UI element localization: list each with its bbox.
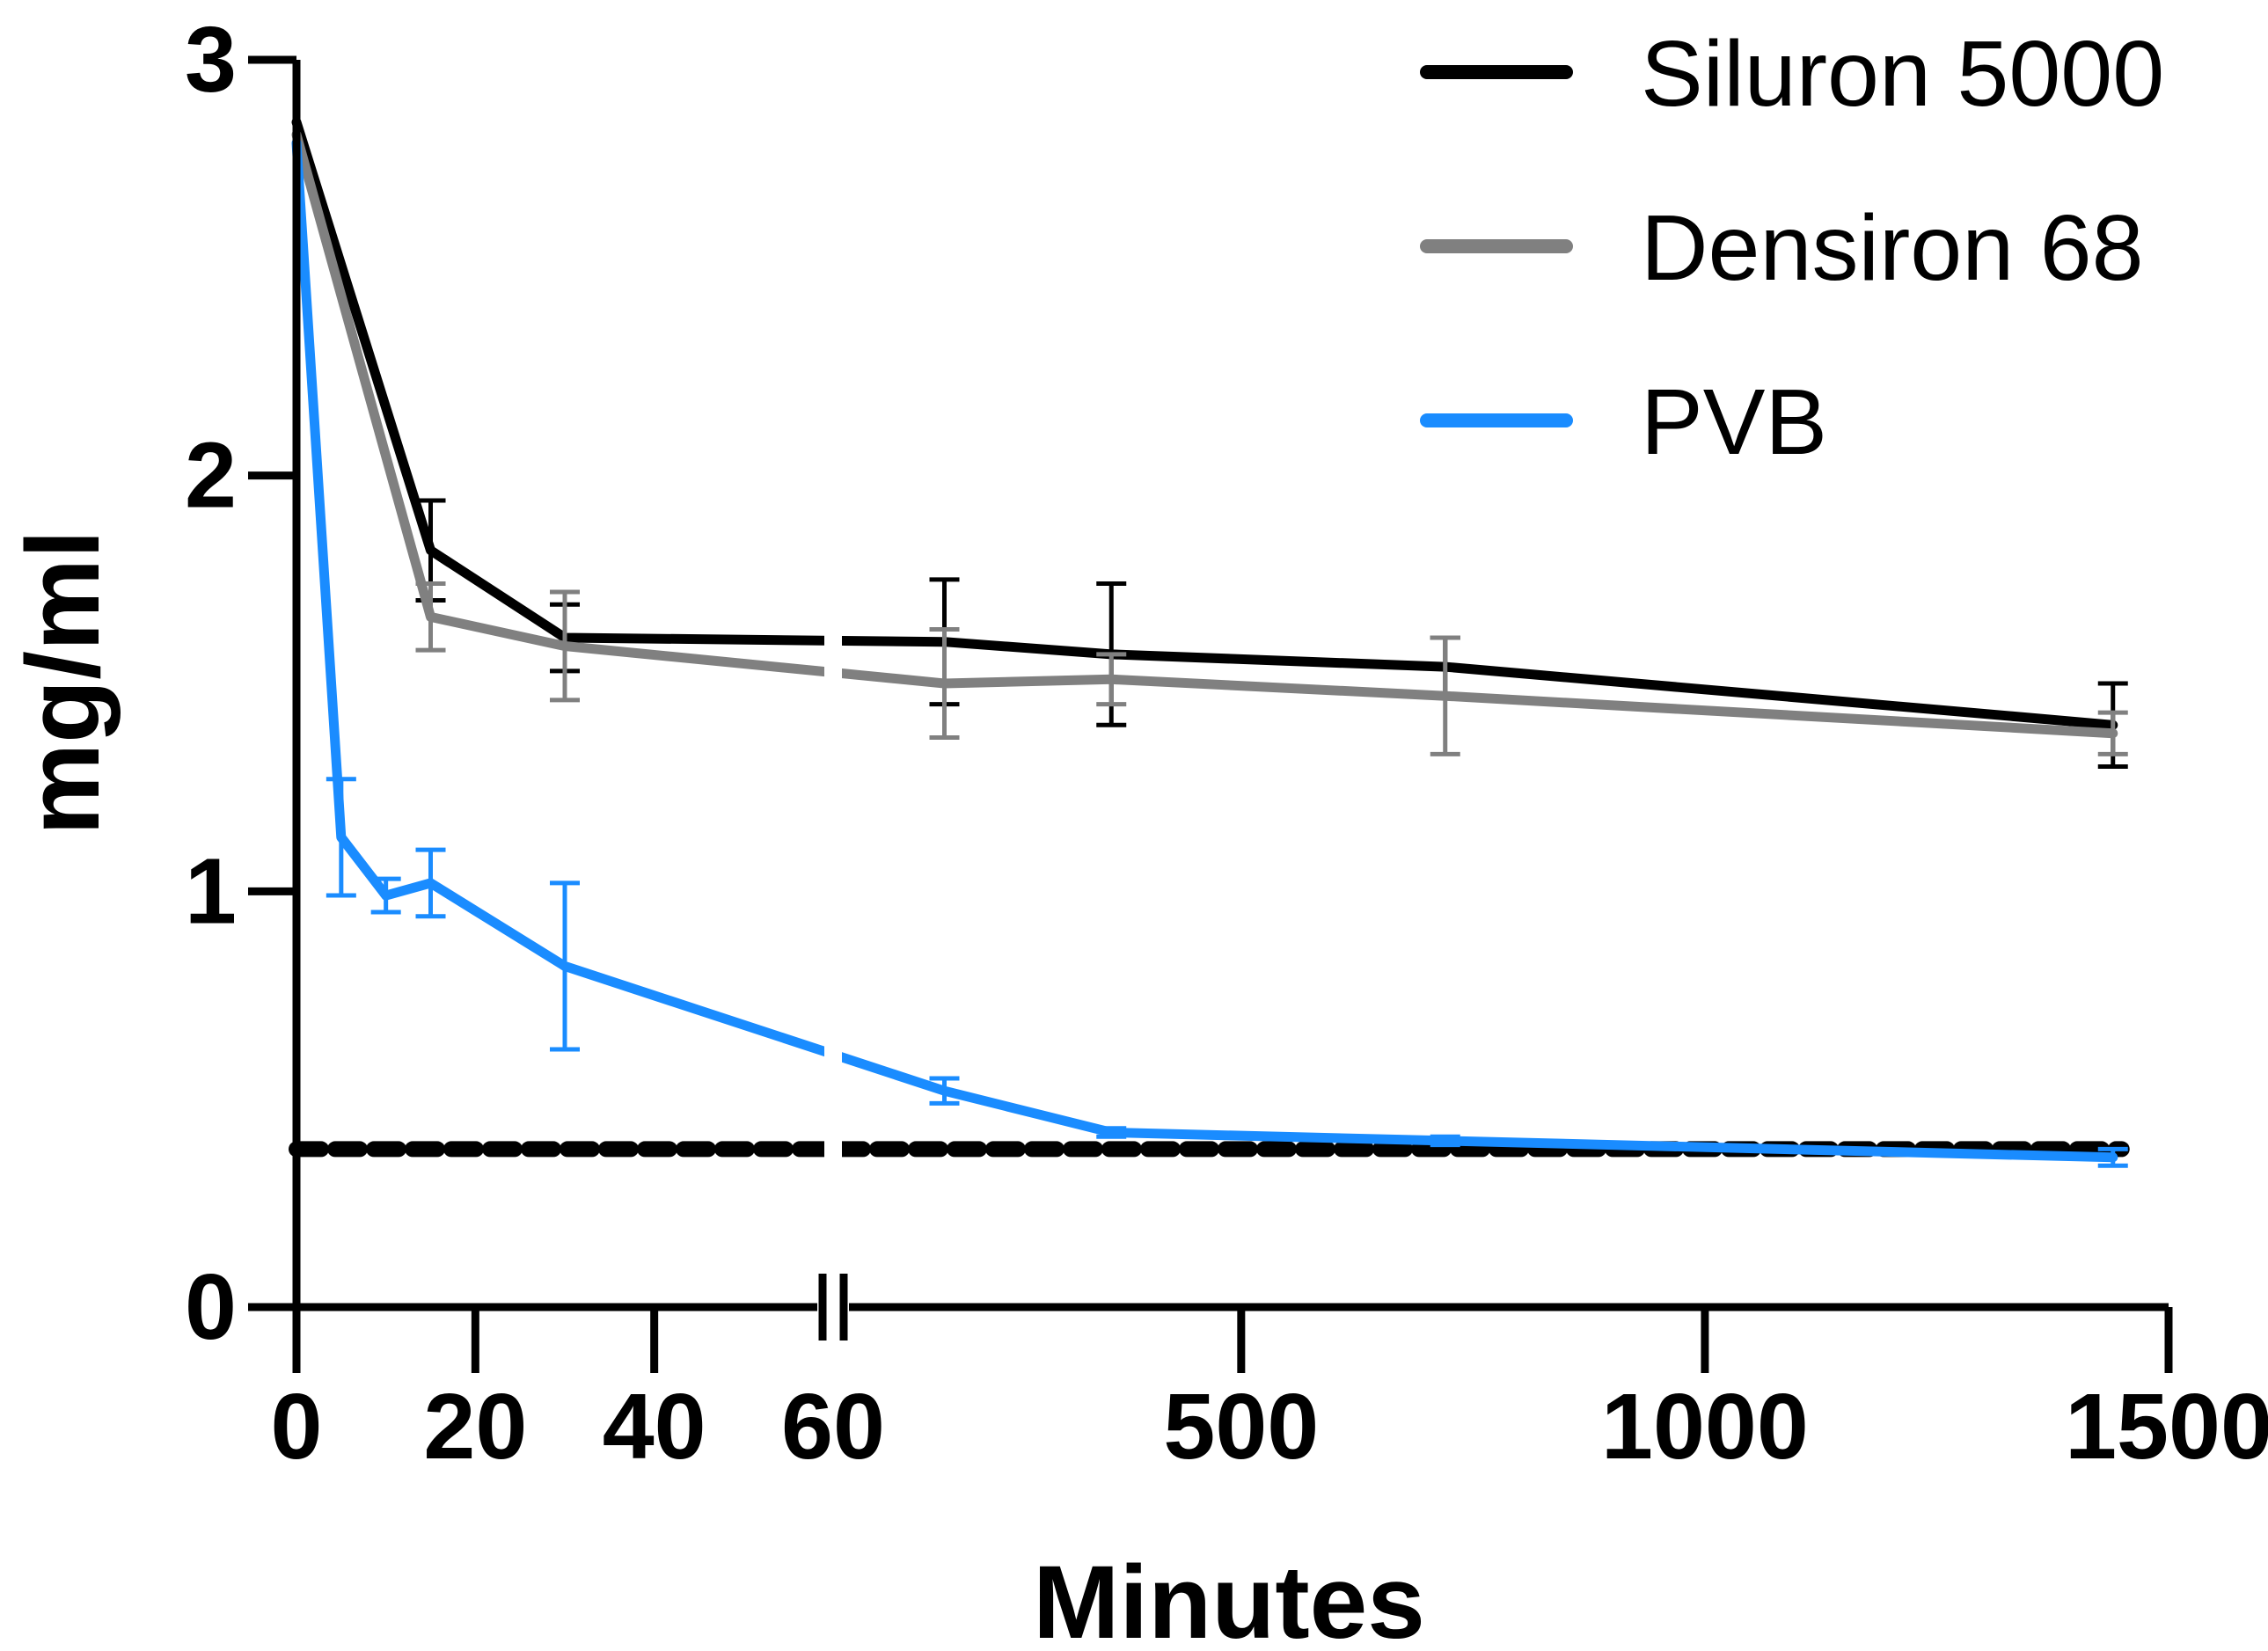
x-tick-label: 60	[781, 1375, 885, 1479]
error-bar-2-5	[929, 1076, 960, 1106]
x-tick-label: 1500	[2065, 1375, 2268, 1479]
error-bar-2-4	[550, 880, 580, 1052]
error-bar-1-3	[929, 627, 960, 740]
y-tick-label: 1	[185, 839, 237, 943]
error-bar-2-3	[415, 847, 446, 919]
x-tick-label: 40	[603, 1375, 706, 1479]
legend: Siluron 5000 Densiron 68 PVB	[1420, 22, 2164, 474]
x-tick-label: 20	[423, 1375, 527, 1479]
error-bar-1-1	[415, 581, 446, 653]
error-bar-2-2	[370, 876, 401, 915]
legend-label: PVB	[1641, 370, 1827, 474]
y-tick-label: 2	[185, 424, 237, 528]
error-bar-2-6	[1096, 1126, 1127, 1139]
y-axis-title: mg/ml	[5, 530, 121, 836]
series-2	[291, 138, 2128, 1168]
x-tick-label: 500	[1163, 1375, 1319, 1479]
legend-item-1: Densiron 68	[1420, 196, 2144, 300]
x-axis-title: Minutes	[1033, 1545, 1425, 1651]
y-tick-label: 0	[185, 1255, 237, 1359]
legend-item-2: PVB	[1420, 370, 1827, 474]
error-bar-2-1	[326, 777, 356, 898]
error-bar-1-6	[2097, 710, 2128, 756]
error-bar-2-8	[2097, 1146, 2128, 1168]
x-tick-label: 1000	[1601, 1375, 1809, 1479]
error-bar-1-4	[1096, 652, 1127, 707]
plot-layer	[289, 117, 2130, 1228]
series-1	[291, 129, 2128, 756]
axis-break-gap	[824, 500, 842, 1228]
error-bar-1-2	[550, 589, 580, 703]
legend-label: Siluron 5000	[1641, 22, 2164, 126]
error-bar-1-5	[1430, 635, 1460, 756]
legend-label: Densiron 68	[1641, 196, 2144, 300]
y-tick-label: 3	[185, 8, 237, 112]
error-bar-2-7	[1430, 1134, 1460, 1148]
x-tick-label: 0	[271, 1375, 323, 1479]
legend-item-0: Siluron 5000	[1420, 22, 2164, 126]
axes: 0 1 2 3 0 20 40 60 500 1000 1500	[185, 8, 2268, 1479]
